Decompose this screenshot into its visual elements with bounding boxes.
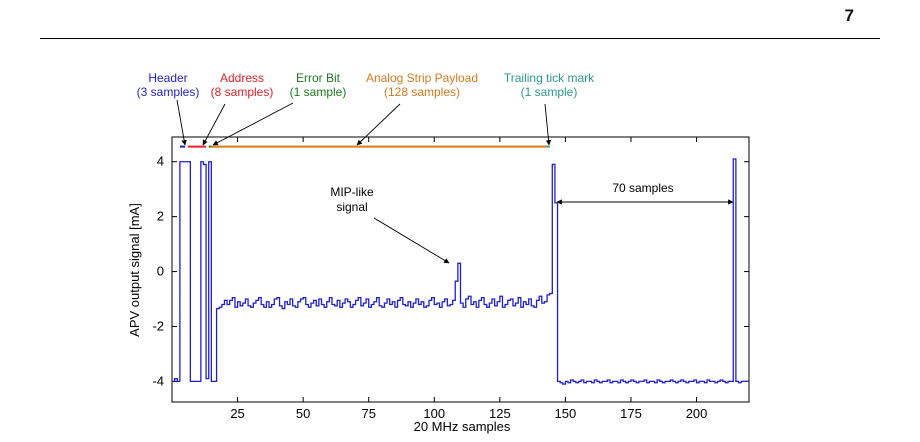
x-tick-label: 200 (686, 406, 708, 421)
label-payload: Analog Strip Payload (366, 71, 478, 85)
label-error-bit-detail: (1 sample) (290, 85, 347, 99)
y-tick-label: 0 (157, 264, 164, 279)
x-tick-label: 75 (361, 406, 375, 421)
arrow-mip (373, 217, 450, 264)
label-payload-detail: (128 samples) (384, 85, 460, 99)
label-address-detail: (8 samples) (211, 85, 274, 99)
arrow-header (176, 99, 187, 146)
plot-frame (171, 136, 750, 403)
label-address: Address (220, 71, 264, 85)
x-tick-label: 25 (230, 406, 244, 421)
label-header-detail: (3 samples) (137, 85, 200, 99)
mip-label-line1: MIP-like (330, 185, 374, 199)
x-tick-label: 175 (620, 406, 642, 421)
label-error-bit: Error Bit (296, 71, 341, 85)
signal-trace (172, 158, 749, 385)
y-tick-label: -2 (152, 318, 164, 333)
label-header: Header (148, 71, 187, 85)
x-axis-label: 20 MHz samples (414, 419, 511, 434)
arrow-trailing (544, 103, 552, 146)
y-axis-label: APV output signal [mA] (127, 203, 142, 337)
x-tick-label: 125 (489, 406, 511, 421)
x-ticks: 25 50 75 100 125 150 175 200 (230, 137, 707, 421)
header-rule (40, 38, 880, 39)
y-tick-label: 4 (157, 154, 164, 169)
y-ticks: -4 -2 0 2 4 (152, 154, 749, 388)
x-tick-label: 150 (555, 406, 577, 421)
mip-label-line2: signal (336, 200, 367, 214)
x-tick-label: 100 (423, 406, 445, 421)
gap-label: 70 samples (612, 181, 673, 195)
arrow-payload (356, 103, 401, 146)
label-trailing-detail: (1 sample) (521, 85, 578, 99)
x-tick-label: 50 (296, 406, 310, 421)
y-tick-label: 2 (157, 209, 164, 224)
arrow-error-bit (212, 102, 294, 146)
label-trailing: Trailing tick mark (504, 71, 595, 85)
arrow-address (202, 103, 226, 146)
y-tick-label: -4 (152, 373, 164, 388)
page-number: 7 (844, 6, 854, 25)
